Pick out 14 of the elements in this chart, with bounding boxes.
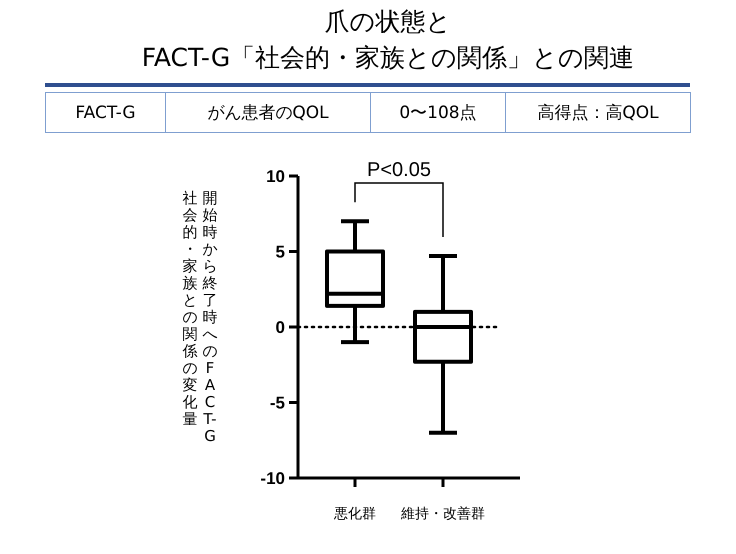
annotation: P<0.05 (367, 159, 431, 181)
chart-title: 爪の状態と FACT-G「社会的・家族との関係」との関連 (140, 6, 636, 74)
x-tick-label: 維持・改善群 (400, 505, 485, 522)
y-tick-label: -5 (270, 394, 285, 412)
text: 0〜108点 (370, 92, 506, 132)
y-tick-label: 10 (266, 167, 285, 186)
text: 高得点：高QOL (506, 92, 690, 132)
y-tick-label: 0 (276, 318, 285, 337)
text: FACT-G (46, 92, 166, 132)
y-tick-label: 5 (276, 242, 285, 262)
y-tick-label: -10 (260, 469, 285, 488)
text: 開始時から終了時へのFACT-G 社会的・家族との関係の変化量 (182, 189, 218, 445)
text: がん患者のQOL (166, 92, 370, 132)
x-tick-label: 悪化群 (333, 506, 376, 522)
